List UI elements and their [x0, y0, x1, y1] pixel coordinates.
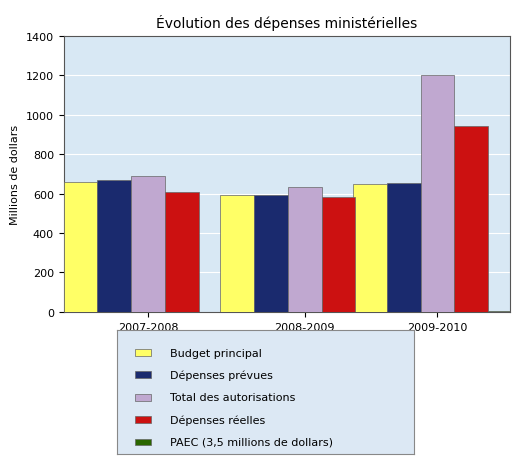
Bar: [135, 394, 151, 401]
Bar: [98, 181, 131, 312]
Bar: [135, 349, 151, 356]
Title: Évolution des dépenses ministérielles: Évolution des dépenses ministérielles: [156, 16, 417, 31]
Text: Dépenses prévues: Dépenses prévues: [170, 370, 273, 381]
Text: Total des autorisations: Total des autorisations: [170, 392, 296, 403]
Bar: [455, 126, 488, 312]
Bar: [131, 177, 165, 312]
Bar: [322, 198, 355, 312]
Bar: [353, 185, 387, 312]
Bar: [254, 196, 288, 312]
Text: PAEC (3,5 millions de dollars): PAEC (3,5 millions de dollars): [170, 437, 333, 447]
Bar: [135, 439, 151, 445]
X-axis label: Année financière: Année financière: [239, 337, 334, 347]
Bar: [135, 372, 151, 379]
Bar: [220, 196, 254, 312]
Bar: [387, 183, 421, 312]
Y-axis label: Millions de dollars: Millions de dollars: [10, 124, 20, 224]
Bar: [421, 76, 455, 312]
Bar: [165, 193, 199, 312]
Bar: [488, 311, 522, 312]
Bar: [288, 188, 322, 312]
Text: Dépenses réelles: Dépenses réelles: [170, 414, 266, 425]
Bar: [135, 416, 151, 423]
Text: Budget principal: Budget principal: [170, 348, 262, 358]
Bar: [64, 182, 98, 312]
